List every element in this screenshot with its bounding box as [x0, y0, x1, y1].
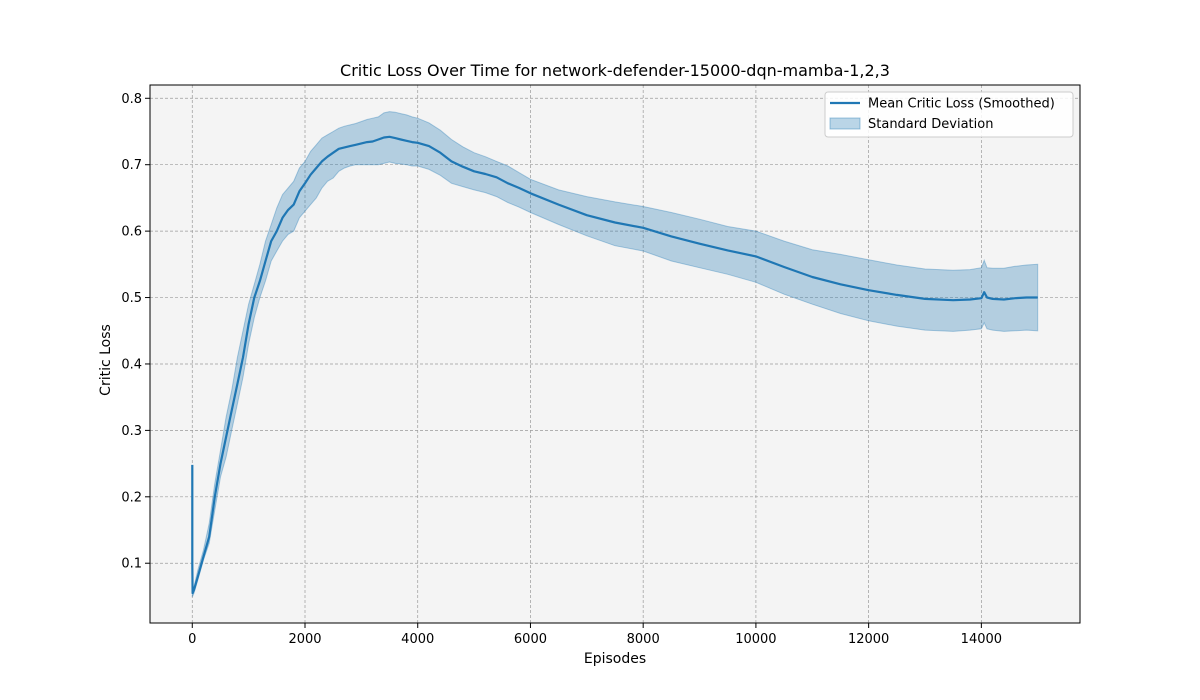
chart-title: Critic Loss Over Time for network-defend… — [340, 61, 890, 80]
y-tick-label: 0.6 — [121, 225, 142, 240]
legend-band-swatch — [829, 117, 861, 130]
x-tick-label: 4000 — [401, 632, 434, 647]
y-axis-label: Critic Loss — [98, 324, 114, 396]
x-tick-label: 2000 — [288, 632, 321, 647]
legend-label-std: Standard Deviation — [868, 117, 993, 132]
y-tick-label: 0.3 — [121, 424, 142, 439]
grid-lines — [150, 85, 1080, 623]
y-tick-label: 0.8 — [121, 92, 142, 107]
x-tick-label: 12000 — [848, 632, 889, 647]
y-tick-label: 0.5 — [121, 291, 142, 306]
y-tick-label: 0.2 — [121, 490, 142, 505]
mean-critic-loss-line — [191, 135, 1038, 595]
plot-frame — [149, 84, 1081, 624]
plot-area — [150, 85, 1080, 623]
y-tick-label: 0.4 — [121, 357, 142, 372]
legend-label-mean: Mean Critic Loss (Smoothed) — [868, 97, 1055, 112]
x-tick-label: 10000 — [735, 632, 776, 647]
y-tick-label: 0.7 — [121, 158, 142, 173]
axis-ticks: 0 2000 4000 6000 8000 10000 12000 14000 0.1 0.2 0.… — [121, 92, 1002, 647]
legend-box — [824, 91, 1074, 138]
y-tick-label: 0.1 — [121, 557, 142, 572]
legend: Mean Critic Loss (Smoothed) Standard Dev… — [824, 91, 1074, 138]
x-tick-label: 0 — [188, 632, 196, 647]
x-axis-label: Episodes — [584, 651, 646, 667]
x-tick-label: 6000 — [514, 632, 547, 647]
x-tick-label: 8000 — [627, 632, 660, 647]
data-series — [191, 111, 1039, 597]
x-tick-label: 14000 — [961, 632, 1002, 647]
